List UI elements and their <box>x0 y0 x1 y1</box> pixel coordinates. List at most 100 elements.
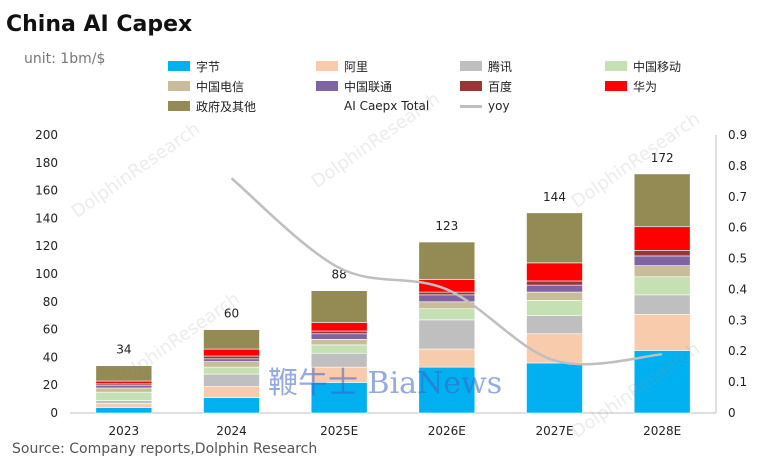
legend-item: 政府及其他 <box>168 98 256 114</box>
y2-tick-label: 0.3 <box>728 313 747 327</box>
bar-segment <box>633 250 691 257</box>
legend-label: 华为 <box>633 79 658 94</box>
bar-segment <box>310 330 368 335</box>
source-note: Source: Company reports,Dolphin Research <box>12 441 318 457</box>
x-tick-label: 2027E <box>535 424 573 438</box>
y-tick-label: 120 <box>35 239 58 253</box>
bar-segment <box>95 407 153 414</box>
bar-segment <box>526 212 583 264</box>
bar-segment <box>95 391 153 401</box>
bar-segment <box>418 308 476 321</box>
bar-segment <box>526 262 583 282</box>
legend-item: 中国联通 <box>316 78 392 94</box>
bar-segment <box>526 284 583 293</box>
bar-segment <box>526 315 583 335</box>
bar-segment <box>418 301 476 310</box>
legend-item: 字节 <box>168 58 220 74</box>
bar-segment <box>310 366 368 383</box>
legend-label: 百度 <box>488 79 513 94</box>
total-label: 172 <box>651 151 674 165</box>
bar-segment <box>310 339 368 346</box>
bar-segment <box>310 333 368 340</box>
total-label: 60 <box>224 307 239 321</box>
bar-segment <box>418 366 476 414</box>
y2-tick-label: 0.9 <box>728 128 747 142</box>
legend-item: 华为 <box>605 78 657 94</box>
bar-segment <box>95 387 153 393</box>
bar-segment <box>203 397 260 414</box>
bar-segment <box>95 384 153 389</box>
unit-label: unit: 1bm/$ <box>24 51 106 67</box>
legend-item: yoy <box>460 98 510 114</box>
y2-tick-label: 0.2 <box>728 344 747 358</box>
y2-tick-label: 0.4 <box>728 282 747 296</box>
bar-segment <box>633 226 691 251</box>
legend-item: 腾讯 <box>460 58 512 74</box>
bar-segment <box>418 291 476 296</box>
bar-segment <box>95 402 153 408</box>
bar-segment <box>526 362 583 414</box>
bar-segment <box>633 173 691 228</box>
legend-swatch <box>460 81 482 91</box>
legend-item: 阿里 <box>316 58 368 74</box>
y-tick-label: 200 <box>35 128 58 142</box>
y2-tick-label: 0.7 <box>728 190 747 204</box>
legend-label: 中国电信 <box>196 79 245 94</box>
y2-tick-label: 0.8 <box>728 159 747 173</box>
legend-label: 阿里 <box>344 59 369 74</box>
y-tick-label: 80 <box>43 295 58 309</box>
total-label: 34 <box>116 343 131 357</box>
legend-label: 中国移动 <box>633 59 682 74</box>
y2-tick-label: 0 <box>728 406 736 420</box>
legend-swatch <box>605 61 627 71</box>
y2-tick-label: 0.1 <box>728 375 747 389</box>
x-tick-label: 2024 <box>216 424 247 438</box>
bar-segment <box>633 294 691 315</box>
bar-segment <box>310 322 368 332</box>
chart-title: China AI Capex <box>6 12 193 37</box>
bar-segment <box>203 355 260 360</box>
bar-segment <box>526 300 583 317</box>
y2-tick-label: 0.6 <box>728 221 747 235</box>
legend-item: 百度 <box>460 78 512 94</box>
bar-segment <box>310 382 368 414</box>
bar-segment <box>526 333 583 364</box>
bar-segment <box>310 352 368 368</box>
legend-swatch <box>168 81 190 91</box>
legend-label: 政府及其他 <box>196 99 257 114</box>
y-tick-label: 20 <box>43 378 58 392</box>
bar-segment <box>203 373 260 387</box>
legend: 字节 阿里 腾讯 中国移动中国电信 中国联通 百度 华为政府及其他 AI Caepx Tota… <box>168 58 758 116</box>
y-tick-label: 180 <box>35 156 58 170</box>
legend-swatch <box>605 81 627 91</box>
bar-segment <box>95 365 153 382</box>
bar-segment <box>203 366 260 375</box>
x-tick-label: 2023 <box>109 424 140 438</box>
bar-segment <box>203 361 260 368</box>
legend-swatch <box>316 61 338 71</box>
legend-swatch <box>168 61 190 71</box>
y-tick-label: 140 <box>35 211 58 225</box>
legend-swatch <box>460 104 482 108</box>
bar-segment <box>418 319 476 350</box>
legend-label: AI Caepx Total <box>344 99 430 113</box>
yoy-line <box>230 177 663 366</box>
bar-segment <box>203 348 260 357</box>
total-label: 123 <box>435 219 458 233</box>
bar-segment <box>310 344 368 354</box>
x-tick-label: 2028E <box>643 424 681 438</box>
x-tick-label: 2025E <box>320 424 358 438</box>
legend-item: 中国移动 <box>605 58 681 74</box>
legend-swatch <box>316 81 338 91</box>
y-tick-label: 60 <box>43 323 58 337</box>
bar-segment <box>633 276 691 296</box>
bar-segment <box>203 329 260 350</box>
bar-segment <box>633 350 691 414</box>
legend-swatch <box>460 61 482 71</box>
y-tick-label: 160 <box>35 184 58 198</box>
bar-segment <box>633 255 691 266</box>
bar-segment <box>203 386 260 399</box>
y-tick-label: 0 <box>50 406 58 420</box>
bar-segment <box>418 241 476 280</box>
